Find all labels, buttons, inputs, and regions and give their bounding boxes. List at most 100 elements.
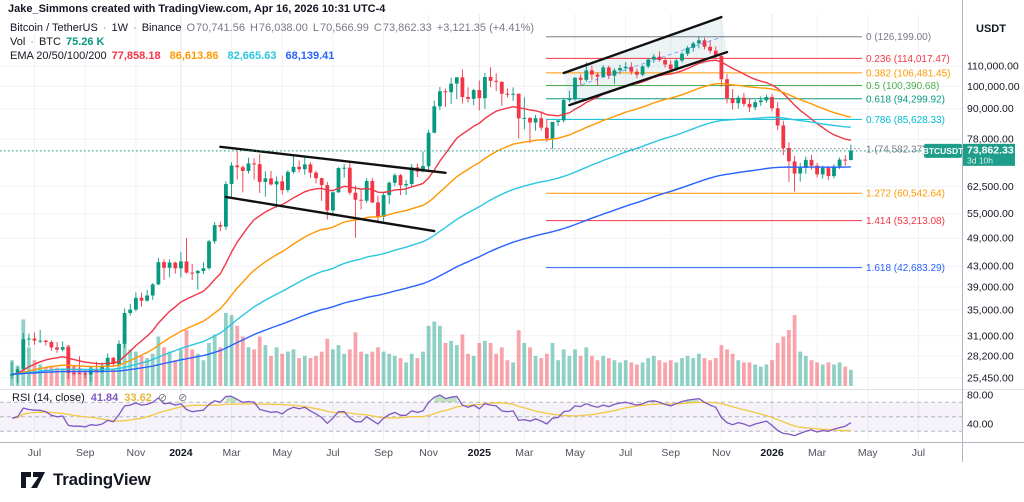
- candle-body: [747, 103, 752, 108]
- candle-body: [32, 338, 37, 341]
- descending-channel-2024-lower-trendline[interactable]: [224, 195, 436, 233]
- symbol-title[interactable]: Bitcoin / TetherUS: [10, 22, 98, 34]
- ema-label[interactable]: EMA 20/50/100/200: [10, 50, 107, 62]
- volume-bar: [443, 343, 448, 386]
- volume-bar: [826, 362, 831, 386]
- volume-bar: [415, 358, 420, 386]
- price-tick-label: 31,000.00: [967, 330, 1014, 342]
- volume-bar: [753, 364, 758, 386]
- symbol-price-badge[interactable]: BTCUSDT: [923, 143, 964, 158]
- change-value: +3,121.35 (+4.41%): [436, 22, 535, 34]
- time-axis[interactable]: Jul Sep Nov 2024 Mar May Jul Sep Nov 2025 Mar May Ju…: [28, 447, 925, 459]
- volume-bar: [55, 367, 59, 386]
- candle-body: [832, 166, 836, 177]
- symbol-badge-bg: [924, 143, 962, 158]
- volume-bar: [758, 366, 763, 386]
- volume-label[interactable]: Vol: [10, 36, 26, 48]
- candle-body: [229, 165, 234, 185]
- candle-body: [680, 53, 684, 61]
- time-tick-label: Nov: [419, 447, 438, 459]
- candle-body: [66, 347, 71, 373]
- ascending-channel-2025-upper-trendline[interactable]: [562, 15, 723, 75]
- volume-value: 75.26 K: [65, 36, 105, 48]
- candle-body: [815, 165, 819, 175]
- hidden-indicator-icons[interactable]: ⊘ ⊘: [157, 392, 192, 404]
- time-tick-label: Sep: [374, 447, 393, 459]
- volume-bar: [539, 358, 544, 386]
- volume-bar: [387, 353, 392, 387]
- volume-bar: [849, 369, 853, 386]
- volume-bar: [167, 351, 172, 386]
- volume-bar: [550, 343, 555, 386]
- ascending-channel-2025-lower-trendline[interactable]: [568, 50, 729, 107]
- candle-body: [364, 181, 369, 201]
- price-tick-label: 100,000.00: [967, 81, 1020, 93]
- volume-bar: [207, 343, 211, 386]
- time-tick-label: Jul: [619, 447, 632, 459]
- candle-body: [713, 50, 718, 56]
- candle-body: [837, 159, 842, 167]
- volume-bar: [263, 345, 268, 386]
- candle-body: [460, 77, 465, 97]
- close-value: C73,862.33: [373, 22, 432, 34]
- volume-bar: [477, 343, 482, 386]
- fib-label-1.272: 1.272 (60,542.64): [866, 189, 945, 200]
- volume-bar: [269, 355, 273, 386]
- volume-bar: [747, 362, 752, 386]
- volume-bar: [595, 360, 600, 386]
- ema200-line: [12, 166, 851, 375]
- candle-body: [10, 374, 14, 376]
- candle-body: [702, 40, 707, 47]
- descending-channel-2024-upper-trendline[interactable]: [219, 145, 447, 175]
- volume-bar: [781, 336, 786, 386]
- fib-retracement[interactable]: 0 (126,199.00) 0.236 (114,017.47) 0.382 (1…: [546, 32, 951, 274]
- time-tick-label: May: [858, 447, 879, 459]
- candle-body: [27, 338, 31, 340]
- candle-body: [849, 150, 853, 160]
- volume-bar: [438, 325, 442, 386]
- volume-bar: [483, 340, 487, 386]
- volume-bar: [331, 349, 335, 386]
- candle-body: [612, 70, 617, 76]
- candle-body: [336, 168, 341, 193]
- candle-body: [280, 181, 285, 191]
- tradingview-brand-text[interactable]: TradingView: [53, 470, 151, 489]
- candle-body: [72, 372, 76, 374]
- descending-channel-2024[interactable]: [219, 145, 447, 233]
- volume-bar: [606, 358, 611, 386]
- volume-bar: [319, 351, 324, 386]
- tradingview-logo-icon[interactable]: [20, 469, 46, 491]
- volume-bar: [809, 360, 814, 386]
- rsi-value: 41.84: [90, 392, 119, 404]
- volume-bar: [392, 355, 397, 386]
- volume-bar: [708, 360, 712, 386]
- volume-bar: [702, 358, 707, 386]
- fib-label-1.618: 1.618 (42,683.29): [866, 263, 945, 274]
- time-tick-label: Jul: [326, 447, 339, 459]
- candle-body: [640, 66, 645, 75]
- volume-bar: [94, 369, 99, 386]
- candle-body: [252, 163, 256, 165]
- candle-body: [426, 132, 431, 167]
- candle-body: [184, 261, 189, 273]
- candle-body: [623, 66, 628, 69]
- interval-label[interactable]: 1W: [111, 22, 129, 34]
- attribution-text: Jake_Simmons created with TradingView.co…: [8, 3, 386, 15]
- volume-bar: [691, 358, 696, 386]
- volume-bar: [494, 353, 499, 387]
- ascending-channel-2025[interactable]: [562, 15, 729, 107]
- candle-body: [730, 98, 735, 104]
- candle-body: [218, 225, 223, 227]
- volume-bar: [218, 347, 223, 386]
- price-tick-label: 49,000.00: [967, 233, 1014, 245]
- volume-bar: [291, 349, 296, 386]
- volume-bar: [432, 321, 437, 386]
- price-axis[interactable]: USDT 110,000.00 100,000.00 90,000.00 78,000.…: [967, 23, 1020, 431]
- chart-canvas[interactable]: 0 (126,199.00) 0.236 (114,017.47) 0.382 (1…: [0, 0, 1024, 462]
- volume-bar: [409, 353, 414, 387]
- candle-body: [736, 97, 741, 104]
- rsi-label[interactable]: RSI (14, close): [12, 392, 85, 404]
- rsi-legend: RSI (14, close) 41.84 33.62 ⊘ ⊘: [12, 391, 191, 404]
- candle-body: [764, 97, 769, 101]
